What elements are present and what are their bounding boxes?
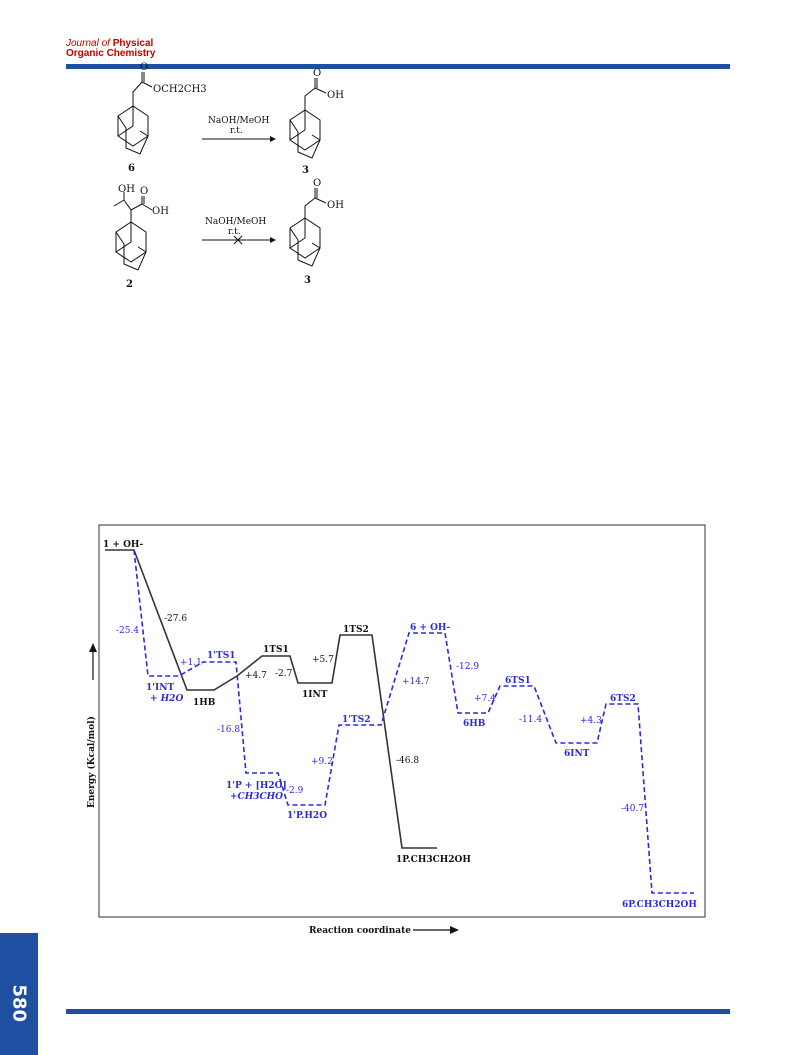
r1-product-structure bbox=[289, 78, 327, 159]
r1-ester-group: OCH2CH3 bbox=[153, 84, 207, 95]
r1-carbonyl-o: O bbox=[140, 62, 148, 73]
r2-reactant-label: 2 bbox=[126, 279, 133, 290]
journal-logo-of: Journal of bbox=[66, 38, 110, 49]
r1-reactant-label: 6 bbox=[128, 163, 135, 174]
state-6ts1: 6TS1 bbox=[505, 676, 531, 686]
state-1prime-int: 1'INT bbox=[146, 683, 174, 693]
step-black-2: -2.7 bbox=[275, 669, 293, 679]
state-1hb: 1HB bbox=[193, 698, 216, 708]
state-1-oh: 1 + OH- bbox=[103, 540, 143, 550]
step-blue-6: -12.9 bbox=[456, 662, 479, 672]
step-blue-0: -25.4 bbox=[116, 626, 139, 636]
step-black-0: -27.6 bbox=[164, 614, 187, 624]
state-1prime-int-water: + H2O bbox=[150, 694, 183, 704]
state-6hb: 6HB bbox=[463, 719, 486, 729]
energy-diagram-frame bbox=[98, 524, 706, 918]
step-blue-7: +7.4 bbox=[474, 694, 496, 704]
state-1p: 1P.CH3CH2OH bbox=[396, 855, 471, 865]
step-blue-4: +9.2 bbox=[311, 757, 333, 767]
step-blue-5: +14.7 bbox=[402, 677, 430, 687]
step-blue-1: +1.1 bbox=[180, 658, 202, 668]
blue-energy-path bbox=[133, 549, 694, 894]
page-number-tab bbox=[0, 933, 38, 1055]
step-blue-9: +4.3 bbox=[580, 716, 602, 726]
r2-blocked-arrow bbox=[202, 235, 276, 245]
r2-product-o: O bbox=[313, 178, 321, 189]
r1-reagent: NaOH/MeOH bbox=[208, 116, 269, 126]
energy-ylabel: Energy (Kcal/mol) bbox=[86, 716, 97, 808]
step-blue-10: -40.7 bbox=[621, 804, 644, 814]
state-1prime-p-acetaldehyde: +CH3CHO bbox=[230, 792, 283, 802]
energy-axis-arrow bbox=[89, 643, 97, 680]
reaction-coordinate-arrow bbox=[413, 926, 459, 934]
state-1ts2: 1TS2 bbox=[343, 625, 369, 635]
state-1prime-p-water: 1'P.H2O bbox=[287, 811, 327, 821]
state-1prime-ts1: 1'TS1 bbox=[207, 651, 235, 661]
r2-product-structure bbox=[289, 188, 327, 267]
energy-xlabel: Reaction coordinate bbox=[309, 926, 411, 936]
r2-acid-oh: OH bbox=[152, 206, 169, 217]
step-blue-2: -16.8 bbox=[217, 725, 240, 735]
header-rule bbox=[66, 64, 730, 69]
journal-logo-organic: Organic Chemistry bbox=[66, 48, 156, 59]
state-1int: 1INT bbox=[302, 690, 328, 700]
r1-product-oh: OH bbox=[327, 90, 344, 101]
r2-condition: r.t. bbox=[228, 227, 241, 237]
r2-reagent: NaOH/MeOH bbox=[205, 217, 266, 227]
r2-product-oh: OH bbox=[327, 200, 344, 211]
state-6-oh: 6 + OH- bbox=[410, 623, 450, 633]
r1-product-o: O bbox=[313, 68, 321, 79]
state-1prime-ts2: 1'TS2 bbox=[342, 715, 370, 725]
r1-product-label: 3 bbox=[302, 165, 309, 176]
scheme-reaction-1 bbox=[117, 72, 153, 155]
state-1ts1: 1TS1 bbox=[263, 645, 289, 655]
journal-logo: Journal of Physical Organic Chemistry bbox=[66, 39, 155, 59]
step-black-3: +5.7 bbox=[312, 655, 334, 665]
scheme-reaction-2 bbox=[113, 192, 153, 271]
step-black-1: +4.7 bbox=[245, 671, 267, 681]
r1-arrow bbox=[202, 136, 276, 142]
r1-condition: r.t. bbox=[230, 126, 243, 136]
black-energy-path bbox=[105, 549, 437, 849]
footer-rule bbox=[66, 1009, 730, 1014]
r2-hydroxyl: OH bbox=[118, 184, 135, 195]
journal-logo-physical: Physical bbox=[112, 38, 154, 49]
state-6ts2: 6TS2 bbox=[610, 694, 636, 704]
state-6p: 6P.CH3CH2OH bbox=[622, 900, 697, 910]
step-blue-8: -11.4 bbox=[519, 715, 542, 725]
step-black-4: -46.8 bbox=[396, 756, 419, 766]
r2-carbonyl-o: O bbox=[140, 186, 148, 197]
state-6int: 6INT bbox=[564, 749, 590, 759]
state-1prime-p: 1'P + [H2O] bbox=[226, 781, 287, 791]
step-blue-3: -2.9 bbox=[286, 786, 304, 796]
r2-product-label: 3 bbox=[304, 275, 311, 286]
